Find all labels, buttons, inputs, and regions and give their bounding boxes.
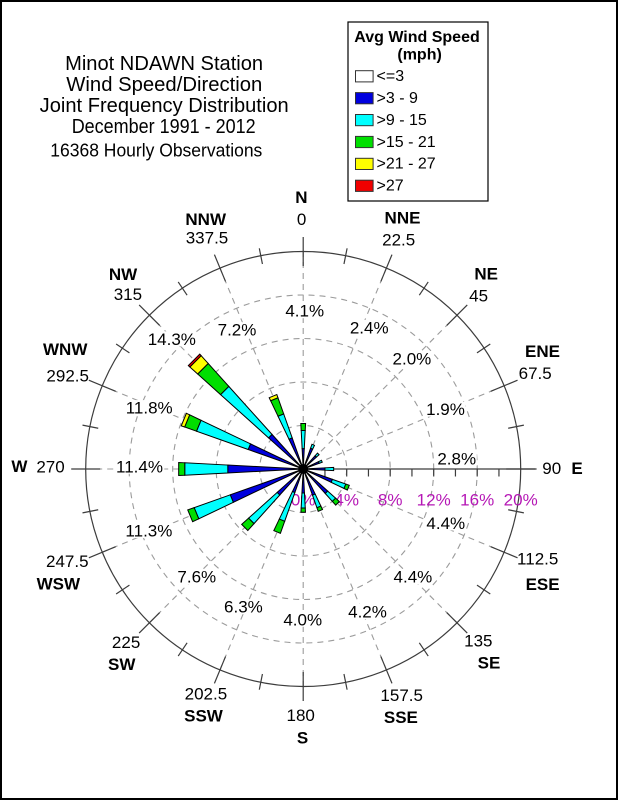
svg-text:WNW: WNW: [43, 340, 88, 359]
svg-text:S: S: [297, 729, 308, 748]
svg-text:SSE: SSE: [384, 708, 418, 727]
svg-text:135: 135: [464, 632, 492, 651]
svg-text:12%: 12%: [417, 490, 451, 509]
svg-text:112.5: 112.5: [517, 549, 558, 568]
svg-text:W: W: [11, 457, 28, 476]
svg-text:4.2%: 4.2%: [348, 603, 387, 622]
svg-text:247.5: 247.5: [46, 552, 89, 571]
svg-text:>21 - 27: >21 - 27: [377, 156, 436, 173]
svg-text:2.0%: 2.0%: [393, 350, 432, 369]
svg-text:Joint Frequency Distribution: Joint Frequency Distribution: [40, 95, 289, 117]
svg-text:4%: 4%: [334, 490, 359, 509]
svg-text:E: E: [571, 459, 582, 478]
svg-text:315: 315: [114, 285, 142, 304]
svg-text:NNW: NNW: [185, 210, 227, 229]
svg-text:4.4%: 4.4%: [426, 514, 465, 533]
svg-text:>15 - 21: >15 - 21: [377, 134, 436, 151]
svg-text:0: 0: [297, 210, 306, 229]
svg-text:4.1%: 4.1%: [285, 302, 324, 321]
svg-text:1.9%: 1.9%: [426, 400, 465, 419]
svg-text:7.6%: 7.6%: [177, 568, 216, 587]
svg-text:>3 - 9: >3 - 9: [377, 90, 418, 107]
svg-text:337.5: 337.5: [186, 229, 229, 248]
svg-text:SE: SE: [478, 653, 501, 672]
svg-text:4.4%: 4.4%: [394, 568, 433, 587]
svg-text:16368 Hourly Observations: 16368 Hourly Observations: [50, 141, 262, 161]
svg-text:NE: NE: [474, 265, 498, 284]
svg-text:WSW: WSW: [37, 575, 81, 594]
svg-text:8%: 8%: [378, 490, 403, 509]
svg-text:SW: SW: [108, 655, 136, 674]
svg-text:7.2%: 7.2%: [218, 321, 257, 340]
svg-text:11.8%: 11.8%: [126, 399, 173, 418]
svg-text:67.5: 67.5: [519, 364, 552, 383]
svg-text:6.3%: 6.3%: [224, 598, 263, 617]
svg-text:ENE: ENE: [525, 342, 560, 361]
svg-text:14.3%: 14.3%: [148, 330, 196, 349]
svg-text:NW: NW: [109, 265, 138, 284]
svg-text:20%: 20%: [504, 490, 538, 509]
svg-text:270: 270: [36, 457, 64, 476]
svg-text:11.3%: 11.3%: [125, 522, 172, 541]
svg-text:(mph): (mph): [397, 47, 441, 64]
svg-text:22.5: 22.5: [382, 231, 415, 250]
svg-text:NNE: NNE: [385, 209, 421, 228]
svg-text:16%: 16%: [460, 490, 494, 509]
svg-text:11.4%: 11.4%: [116, 457, 163, 476]
svg-text:<=3: <=3: [377, 68, 405, 85]
svg-text:225: 225: [112, 633, 140, 652]
svg-text:292.5: 292.5: [46, 367, 89, 386]
svg-text:ESE: ESE: [526, 575, 560, 594]
svg-text:2.8%: 2.8%: [437, 449, 476, 468]
svg-text:>27: >27: [377, 178, 404, 195]
svg-text:157.5: 157.5: [380, 686, 423, 705]
svg-text:90: 90: [542, 459, 561, 478]
svg-text:Avg Wind Speed: Avg Wind Speed: [354, 29, 480, 46]
svg-text:N: N: [295, 188, 307, 207]
svg-text:2.4%: 2.4%: [350, 318, 389, 337]
svg-text:4.0%: 4.0%: [283, 610, 322, 629]
svg-text:Minot NDAWN Station: Minot NDAWN Station: [65, 53, 263, 75]
svg-text:>9 - 15: >9 - 15: [377, 112, 427, 129]
svg-text:December 1991 - 2012: December 1991 - 2012: [72, 116, 256, 138]
svg-text:SSW: SSW: [184, 707, 224, 726]
svg-text:180: 180: [287, 706, 315, 725]
svg-text:202.5: 202.5: [185, 685, 228, 704]
svg-text:Wind Speed/Direction: Wind Speed/Direction: [66, 74, 262, 96]
svg-text:45: 45: [469, 286, 488, 305]
